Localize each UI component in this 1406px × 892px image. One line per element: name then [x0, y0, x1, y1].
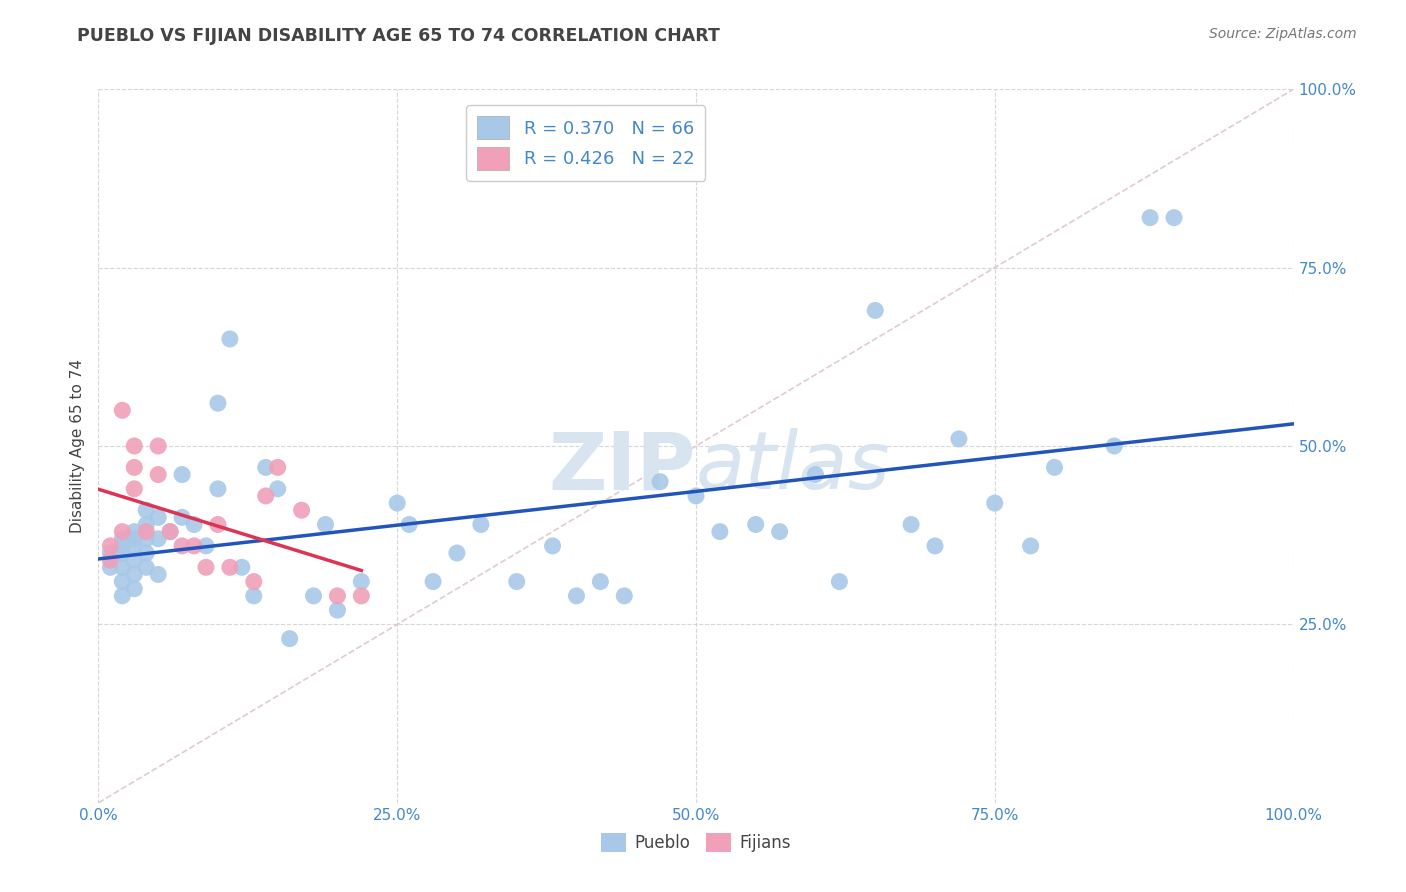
Point	[98, 553, 122, 567]
Point	[124, 553, 146, 567]
Point	[768, 524, 790, 539]
Point	[195, 539, 218, 553]
Point	[1139, 211, 1161, 225]
Legend: Pueblo, Fijians: Pueblo, Fijians	[593, 826, 799, 859]
Point	[172, 510, 194, 524]
Point	[924, 539, 946, 553]
Point	[135, 546, 157, 560]
Point	[111, 560, 134, 574]
Point	[828, 574, 851, 589]
Point	[326, 589, 349, 603]
Point	[422, 574, 444, 589]
Point	[446, 546, 468, 560]
Point	[302, 589, 325, 603]
Point	[111, 524, 134, 539]
Text: ZIP: ZIP	[548, 428, 696, 507]
Point	[148, 467, 170, 482]
Point	[565, 589, 588, 603]
Point	[183, 517, 205, 532]
Point	[111, 546, 134, 560]
Text: PUEBLO VS FIJIAN DISABILITY AGE 65 TO 74 CORRELATION CHART: PUEBLO VS FIJIAN DISABILITY AGE 65 TO 74…	[77, 27, 720, 45]
Point	[541, 539, 564, 553]
Point	[385, 496, 409, 510]
Text: Source: ZipAtlas.com: Source: ZipAtlas.com	[1209, 27, 1357, 41]
Point	[685, 489, 707, 503]
Point	[243, 574, 266, 589]
Point	[148, 510, 170, 524]
Point	[111, 574, 134, 589]
Point	[159, 524, 181, 539]
Point	[506, 574, 529, 589]
Point	[124, 582, 146, 596]
Point	[135, 503, 157, 517]
Point	[984, 496, 1007, 510]
Point	[159, 524, 181, 539]
Point	[172, 539, 194, 553]
Point	[207, 396, 229, 410]
Point	[124, 532, 146, 546]
Point	[111, 589, 134, 603]
Point	[124, 460, 146, 475]
Point	[745, 517, 768, 532]
Point	[315, 517, 337, 532]
Point	[589, 574, 612, 589]
Point	[111, 532, 134, 546]
Point	[1104, 439, 1126, 453]
Point	[98, 560, 122, 574]
Point	[135, 517, 157, 532]
Point	[1019, 539, 1042, 553]
Point	[124, 482, 146, 496]
Point	[278, 632, 301, 646]
Point	[804, 467, 827, 482]
Text: atlas: atlas	[696, 428, 891, 507]
Point	[148, 567, 170, 582]
Point	[948, 432, 970, 446]
Point	[231, 560, 253, 574]
Point	[326, 603, 349, 617]
Point	[148, 439, 170, 453]
Point	[254, 460, 277, 475]
Point	[1163, 211, 1185, 225]
Point	[350, 574, 373, 589]
Point	[111, 403, 134, 417]
Point	[148, 532, 170, 546]
Point	[183, 539, 205, 553]
Point	[648, 475, 672, 489]
Point	[135, 524, 157, 539]
Point	[207, 482, 229, 496]
Point	[900, 517, 922, 532]
Point	[111, 539, 134, 553]
Y-axis label: Disability Age 65 to 74: Disability Age 65 to 74	[70, 359, 86, 533]
Point	[124, 539, 146, 553]
Point	[195, 560, 218, 574]
Point	[254, 489, 277, 503]
Point	[865, 303, 887, 318]
Point	[267, 460, 290, 475]
Point	[124, 567, 146, 582]
Point	[709, 524, 731, 539]
Point	[135, 560, 157, 574]
Point	[207, 517, 229, 532]
Point	[98, 546, 122, 560]
Point	[613, 589, 636, 603]
Point	[124, 439, 146, 453]
Point	[1043, 460, 1066, 475]
Point	[124, 524, 146, 539]
Point	[350, 589, 373, 603]
Point	[398, 517, 420, 532]
Point	[219, 560, 242, 574]
Point	[470, 517, 492, 532]
Point	[267, 482, 290, 496]
Point	[243, 589, 266, 603]
Point	[172, 467, 194, 482]
Point	[291, 503, 314, 517]
Point	[219, 332, 242, 346]
Point	[135, 532, 157, 546]
Point	[98, 539, 122, 553]
